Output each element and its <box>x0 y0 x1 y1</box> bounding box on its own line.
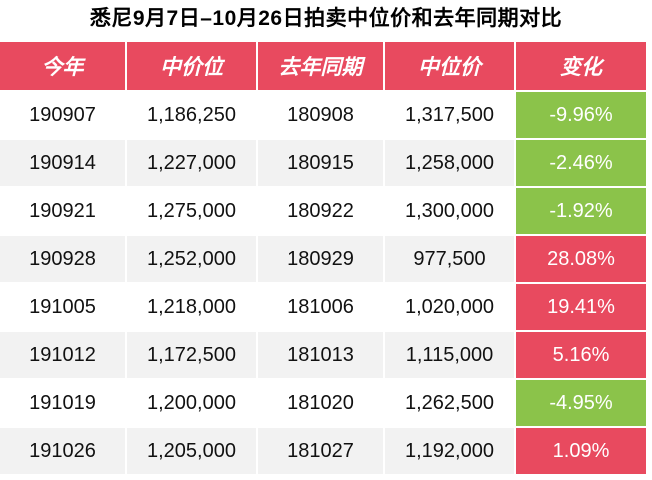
table-row: 190907 1,186,250 180908 1,317,500 -9.96% <box>0 92 646 140</box>
header-row: 今年 中价位 去年同期 中位价 变化 <box>0 42 646 92</box>
cell-median: 1,252,000 <box>127 236 256 284</box>
cell-change: -1.92% <box>516 188 646 236</box>
cell-last-year: 180908 <box>258 92 383 140</box>
cell-median: 1,227,000 <box>127 140 256 188</box>
table-row: 190928 1,252,000 180929 977,500 28.08% <box>0 236 646 284</box>
cell-change: 19.41% <box>516 284 646 332</box>
cell-last-median: 1,300,000 <box>385 188 514 236</box>
cell-this-year: 190907 <box>0 92 125 140</box>
cell-last-year: 180922 <box>258 188 383 236</box>
cell-change: -9.96% <box>516 92 646 140</box>
cell-last-year: 181027 <box>258 428 383 476</box>
header-change: 变化 <box>516 42 646 92</box>
cell-change: 1.09% <box>516 428 646 476</box>
cell-this-year: 191026 <box>0 428 125 476</box>
cell-change: 28.08% <box>516 236 646 284</box>
cell-last-median: 977,500 <box>385 236 514 284</box>
cell-last-median: 1,115,000 <box>385 332 514 380</box>
cell-median: 1,205,000 <box>127 428 256 476</box>
page-title: 悉尼9月7日–10月26日拍卖中位价和去年同期对比 <box>89 7 563 30</box>
table-row: 191019 1,200,000 181020 1,262,500 -4.95% <box>0 380 646 428</box>
header-median: 中价位 <box>127 42 256 92</box>
cell-change: -4.95% <box>516 380 646 428</box>
cell-last-year: 180915 <box>258 140 383 188</box>
cell-last-year: 181020 <box>258 380 383 428</box>
table-row: 191005 1,218,000 181006 1,020,000 19.41% <box>0 284 646 332</box>
cell-change: -2.46% <box>516 140 646 188</box>
cell-last-median: 1,317,500 <box>385 92 514 140</box>
cell-this-year: 190928 <box>0 236 125 284</box>
cell-this-year: 191005 <box>0 284 125 332</box>
cell-this-year: 191019 <box>0 380 125 428</box>
cell-median: 1,172,500 <box>127 332 256 380</box>
cell-last-median: 1,192,000 <box>385 428 514 476</box>
cell-last-year: 181006 <box>258 284 383 332</box>
cell-change: 5.16% <box>516 332 646 380</box>
header-this-year: 今年 <box>0 42 125 92</box>
header-last-year: 去年同期 <box>258 42 383 92</box>
cell-median: 1,200,000 <box>127 380 256 428</box>
cell-median: 1,275,000 <box>127 188 256 236</box>
cell-this-year: 190914 <box>0 140 125 188</box>
comparison-table: 今年 中价位 去年同期 中位价 变化 190907 1,186,250 180908… <box>0 42 648 476</box>
cell-last-year: 180929 <box>258 236 383 284</box>
cell-last-median: 1,020,000 <box>385 284 514 332</box>
cell-median: 1,218,000 <box>127 284 256 332</box>
table-row: 191026 1,205,000 181027 1,192,000 1.09% <box>0 428 646 476</box>
cell-last-median: 1,262,500 <box>385 380 514 428</box>
cell-last-year: 181013 <box>258 332 383 380</box>
cell-this-year: 191012 <box>0 332 125 380</box>
header-last-median: 中位价 <box>385 42 514 92</box>
cell-this-year: 190921 <box>0 188 125 236</box>
table-row: 190921 1,275,000 180922 1,300,000 -1.92% <box>0 188 646 236</box>
cell-median: 1,186,250 <box>127 92 256 140</box>
table-row: 190914 1,227,000 180915 1,258,000 -2.46% <box>0 140 646 188</box>
cell-last-median: 1,258,000 <box>385 140 514 188</box>
table-row: 191012 1,172,500 181013 1,115,000 5.16% <box>0 332 646 380</box>
